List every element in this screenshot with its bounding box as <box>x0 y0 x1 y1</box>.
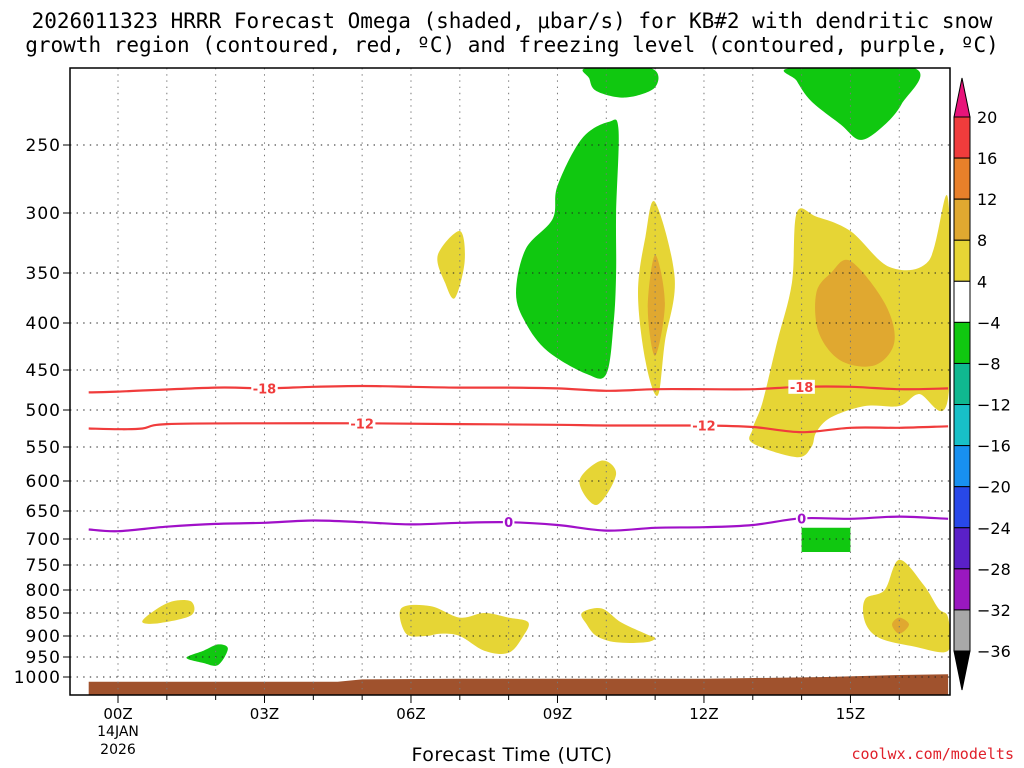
y-tick-label: 850 <box>26 604 61 624</box>
x-axis-label: Forecast Time (UTC) <box>411 744 613 766</box>
x-tick-label: 00Z <box>103 705 132 723</box>
omega-region-green-950-left <box>186 644 228 666</box>
freezing-contour-label-bg <box>502 515 515 530</box>
omega-region-green-upper-mid <box>516 119 619 379</box>
dgz-contour-label-bg <box>348 416 376 431</box>
colorbar-bottom-arrow <box>953 650 971 691</box>
x-tick-label: 12Z <box>689 705 718 723</box>
colorbar-label: 16 <box>977 149 997 168</box>
freezing-contour-label-bg <box>795 511 808 526</box>
omega-region-yellow-small-upper <box>437 230 465 299</box>
y-tick-label: 800 <box>26 581 61 601</box>
credit-text: coolwx.com/modelts <box>851 745 1014 763</box>
y-tick-label: 250 <box>26 136 61 156</box>
dgz-contour-label: -18 <box>790 381 814 396</box>
y-tick-label: 550 <box>26 438 61 458</box>
colorbar-label: 8 <box>977 231 987 250</box>
date-label-line-2: 2026 <box>100 742 136 758</box>
grid-lines <box>70 68 950 695</box>
colorbar-bin <box>953 486 971 529</box>
colorbar-label: −32 <box>977 601 1011 620</box>
y-tick-label: 300 <box>26 204 61 224</box>
colorbar-label: −28 <box>977 560 1011 579</box>
colorbar-bin <box>953 527 971 570</box>
x-tick-label: 06Z <box>396 705 425 723</box>
omega-region-yellow-small-600 <box>579 460 617 506</box>
colorbar-bin <box>953 362 971 406</box>
colorbar-label: −20 <box>977 478 1011 497</box>
omega-region-yellow-right-lower <box>862 559 950 653</box>
colorbar-bin <box>953 157 971 200</box>
omega-region-green-box-700 <box>801 527 851 552</box>
omega-region-yellow-850-left <box>142 599 195 624</box>
colorbar-bin <box>953 198 971 241</box>
colorbar-top-arrow <box>953 77 971 118</box>
y-tick-label: 650 <box>26 502 61 522</box>
dgz-contour-line <box>88 422 949 434</box>
omega-region-green-top-center <box>582 68 659 98</box>
colorbar-bin <box>953 609 971 652</box>
freezing-contour-label: 0 <box>504 516 513 531</box>
y-tick-label: 350 <box>26 264 61 284</box>
dgz-contour-label-bg <box>788 379 815 394</box>
omega-region-orange-spike <box>647 254 665 356</box>
terrain <box>88 674 949 695</box>
y-axis-ticks: 250 300 350 400 450 500 550 600 650 700 750 800 850 9… <box>14 136 70 688</box>
colorbar-label: −12 <box>977 396 1011 415</box>
colorbar-label: −4 <box>977 313 1001 332</box>
temperature-contours: -18 -18 -12 -12 0 0 <box>88 379 949 533</box>
dgz-contour-label: -12 <box>350 417 374 432</box>
y-tick-label: 900 <box>26 627 61 647</box>
date-label-line-1: 14JAN <box>97 724 139 740</box>
colorbar-label: −8 <box>977 354 1001 373</box>
chart-title-line-2: growth region (contoured, red, ºC) and f… <box>25 33 999 57</box>
terrain-layer <box>88 674 949 695</box>
colorbar-label: −16 <box>977 437 1011 456</box>
y-tick-label: 950 <box>26 648 61 668</box>
chart-title-line-1: 2026011323 HRRR Forecast Omega (shaded, … <box>31 9 993 33</box>
x-axis-ticks: 00Z 03Z 06Z 09Z 12Z 15Z <box>103 695 900 723</box>
colorbar-label: −24 <box>977 519 1011 538</box>
omega-region-green-top-right <box>783 68 921 140</box>
colorbar-label: 4 <box>977 272 987 291</box>
y-tick-label: 750 <box>26 556 61 576</box>
dgz-contour-label-bg <box>690 418 718 433</box>
omega-region-orange-right <box>815 259 895 367</box>
colorbar-label: −36 <box>977 642 1011 661</box>
omega-region-yellow-880-wide <box>399 604 529 654</box>
omega-region-orange-dot-right <box>892 617 909 634</box>
colorbar: 20 16 12 8 4 −4 −8 −12 −16 −20 −24 −28 −32 −36 <box>953 77 1011 691</box>
colorbar-bin <box>953 280 971 323</box>
y-tick-label: 1000 <box>14 668 61 688</box>
x-tick-label: 09Z <box>543 705 572 723</box>
dgz-contour-label: -12 <box>692 420 716 435</box>
y-tick-label: 500 <box>26 401 61 421</box>
x-tick-label: 03Z <box>250 705 279 723</box>
freezing-contour-label: 0 <box>797 512 806 527</box>
colorbar-bin <box>953 568 971 611</box>
omega-region-yellow-880-mid <box>581 608 656 643</box>
y-tick-label: 700 <box>26 530 61 550</box>
y-tick-label: 600 <box>26 472 61 492</box>
colorbar-bin <box>953 445 971 488</box>
colorbar-bin <box>953 239 971 282</box>
colorbar-bin <box>953 404 971 447</box>
dgz-contour-label-bg <box>251 381 278 396</box>
colorbar-label: 20 <box>977 108 997 127</box>
x-tick-label: 15Z <box>836 705 865 723</box>
dgz-contour-label: -18 <box>253 382 277 397</box>
y-tick-label: 400 <box>26 314 61 334</box>
plot-frame <box>69 67 951 696</box>
colorbar-bin <box>953 116 971 159</box>
colorbar-bin <box>953 321 971 364</box>
colorbar-label: 12 <box>977 190 997 209</box>
y-tick-label: 450 <box>26 361 61 381</box>
